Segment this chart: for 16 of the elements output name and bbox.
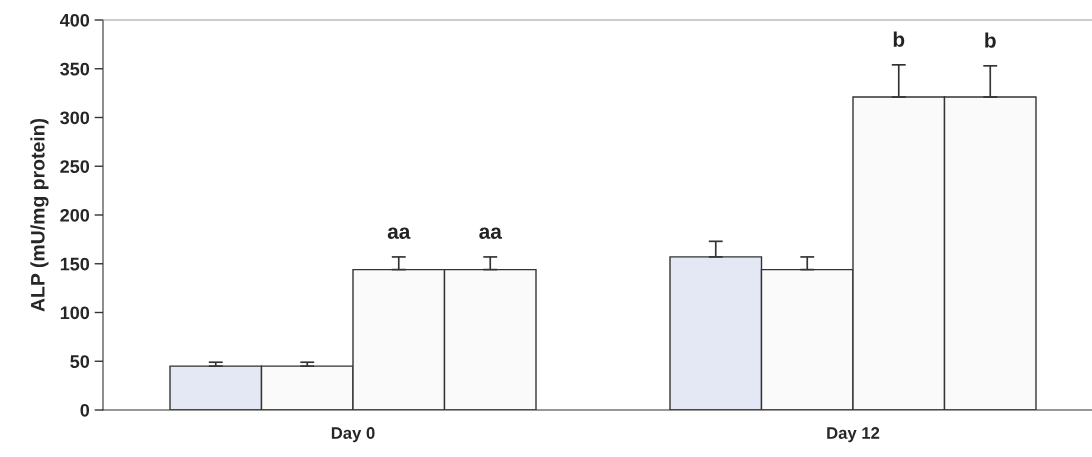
- y-tick-label: 400: [59, 13, 90, 27]
- y-tick-label: 0: [80, 403, 90, 417]
- y-tick-label: 150: [60, 257, 90, 271]
- y-tick-label: 300: [60, 111, 90, 125]
- data-label: b: [985, 32, 996, 48]
- data-label: b: [893, 31, 905, 47]
- y-tick-label: 350: [60, 62, 90, 76]
- data-label: aa: [387, 227, 411, 239]
- y-tick-label: 100: [60, 306, 90, 320]
- y-tick-label: 50: [70, 355, 90, 368]
- x-tick-label: Day 12: [827, 427, 880, 443]
- y-tick-label: 200: [60, 208, 90, 222]
- y-axis-title: ALP (mU/mg protein): [30, 118, 49, 312]
- data-label: aa: [479, 227, 502, 239]
- y-tick-label: 250: [60, 160, 90, 173]
- x-tick-label: Day 0: [331, 427, 375, 443]
